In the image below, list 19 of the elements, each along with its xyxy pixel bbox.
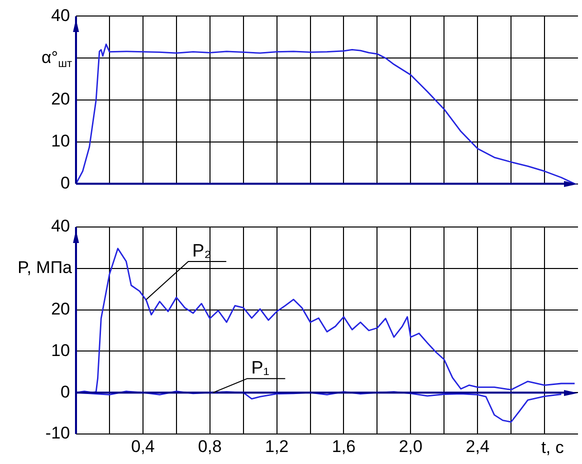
x-tick-label: 1,6 xyxy=(332,436,356,456)
y-axis-title: P, МПа xyxy=(18,258,73,278)
annotation: P₁ xyxy=(251,358,270,378)
y-tick-label: 10 xyxy=(51,132,70,151)
x-tick-label: 0,8 xyxy=(198,436,222,456)
y-tick-label: 40 xyxy=(51,6,70,25)
x-tick-label: 0,4 xyxy=(131,436,155,456)
annotation: P₂ xyxy=(192,240,212,260)
y-tick-label: 40 xyxy=(51,216,70,236)
x-tick-label: 2,4 xyxy=(466,436,490,456)
y-tick-label: -10 xyxy=(45,424,70,443)
y-tick-label: 0 xyxy=(60,382,70,402)
y-tick-label: 20 xyxy=(51,90,70,109)
y-tick-label: 10 xyxy=(51,340,70,360)
x-tick-label: 1,2 xyxy=(264,436,289,456)
y-tick-label: 20 xyxy=(51,299,70,318)
y-tick-label: 0 xyxy=(60,173,70,192)
x-tick-label: 2,0 xyxy=(398,436,422,456)
x-axis-title: t, c xyxy=(541,438,564,458)
